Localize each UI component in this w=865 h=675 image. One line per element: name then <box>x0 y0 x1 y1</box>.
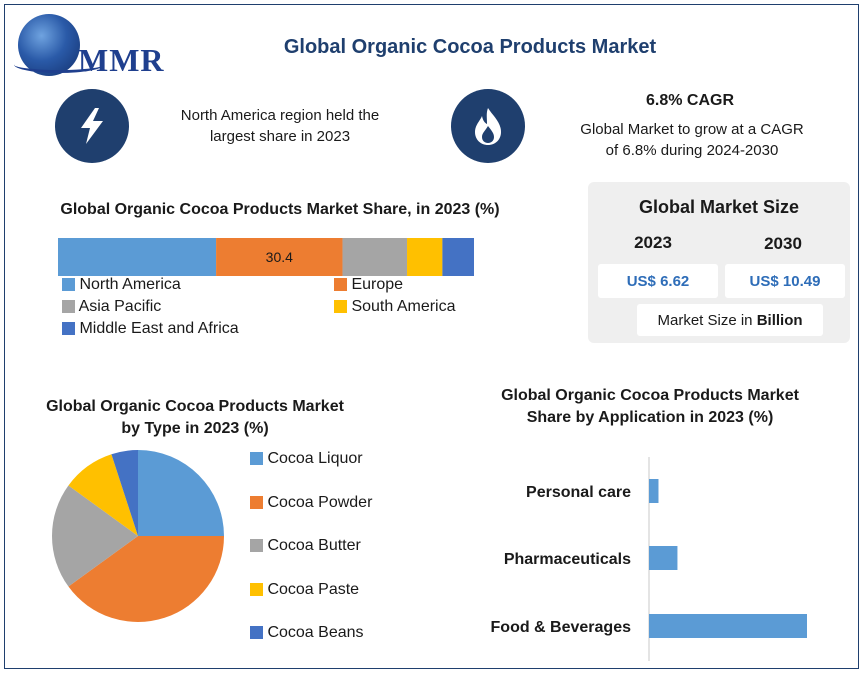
lightning-icon <box>81 108 103 144</box>
legend-label: Middle East and Africa <box>79 320 239 337</box>
legend-label: North America <box>79 276 181 293</box>
market-size-panel: Global Market Size 2023 2030 US$ 6.62 US… <box>588 182 850 343</box>
value-2023: US$ 6.62 <box>598 264 718 298</box>
legend-swatch <box>250 626 263 640</box>
legend-label: Cocoa Paste <box>263 580 360 598</box>
legend-label: Cocoa Butter <box>263 537 361 554</box>
unit-note: Market Size in Billion <box>637 304 823 336</box>
pie-legend-item: Cocoa Beans <box>250 624 364 642</box>
fact-region-badge <box>55 89 129 163</box>
legend-swatch <box>62 300 75 314</box>
application-bar-1 <box>649 546 678 570</box>
fact-cagr-badge <box>451 89 525 163</box>
fact-region-text: North America region held the largest sh… <box>180 107 380 145</box>
legend-label: Cocoa Liquor <box>263 450 363 467</box>
legend-swatch <box>334 278 347 292</box>
year-2030-label: 2030 <box>764 234 802 253</box>
stack-segment-0 <box>58 238 217 276</box>
year-2023-label: 2023 <box>634 233 672 252</box>
legend-label: Cocoa Powder <box>263 493 373 511</box>
pie-slice-0 <box>138 450 224 536</box>
type-pie-chart <box>52 450 225 622</box>
pie-legend-item: Cocoa Powder <box>250 494 372 512</box>
unit-prefix: Market Size in <box>657 311 757 329</box>
stack-data-label: 30.4 <box>266 249 293 265</box>
application-bar-0 <box>649 479 659 503</box>
legend-swatch <box>250 582 263 596</box>
pie-slice-1 <box>68 536 225 622</box>
region-legend: North America Europe Asia Pacific South … <box>62 276 482 346</box>
legend-swatch <box>62 278 75 292</box>
legend-north-america: North America <box>62 276 181 294</box>
legend-label: South America <box>351 298 456 315</box>
region-chart-title: Global Organic Cocoa Products Market Sha… <box>60 201 500 218</box>
stack-segment-2 <box>342 238 408 276</box>
unit-bold: Billion <box>756 311 803 329</box>
pie-legend-item: Cocoa Butter <box>250 537 361 555</box>
brand-logo-text: MMR <box>78 42 165 78</box>
pie-legend-item: Cocoa Liquor <box>250 450 363 468</box>
legend-swatch <box>250 495 263 509</box>
legend-label: Asia Pacific <box>78 298 162 315</box>
type-chart-title: Global Organic Cocoa Products Market by … <box>46 398 344 437</box>
page-title: Global Organic Cocoa Products Market <box>283 36 657 58</box>
flame-icon <box>475 108 501 145</box>
value-2030: US$ 10.49 <box>725 264 845 298</box>
application-category-label: Personal care <box>526 484 631 501</box>
pie-slice-4 <box>111 450 138 536</box>
application-chart-title: Global Organic Cocoa Products Market Sha… <box>501 387 799 426</box>
cagr-title: 6.8% CAGR <box>645 92 735 109</box>
legend-swatch <box>250 452 263 466</box>
pie-slice-3 <box>68 454 138 536</box>
market-size-title: Global Market Size <box>638 197 800 217</box>
legend-europe: Europe <box>334 276 403 294</box>
pie-slice-2 <box>52 485 138 587</box>
legend-south-america: South America <box>334 298 456 316</box>
stack-segment-1 <box>216 238 343 276</box>
legend-label: Cocoa Beans <box>263 624 364 641</box>
legend-swatch <box>334 300 347 314</box>
region-stacked-bar-chart: 30.4 <box>58 238 474 276</box>
stack-segment-3 <box>407 238 443 276</box>
legend-swatch <box>250 539 263 553</box>
legend-asia-pacific: Asia Pacific <box>62 298 161 316</box>
stack-segment-4 <box>442 238 474 276</box>
infographic-frame <box>4 4 859 669</box>
cagr-text: Global Market to grow at a CAGR of 6.8% … <box>580 121 804 159</box>
type-legend: Cocoa Liquor Cocoa Powder Cocoa Butter C… <box>250 450 400 650</box>
pie-legend-item: Cocoa Paste <box>250 581 359 599</box>
legend-swatch <box>62 322 75 336</box>
application-bar-chart: Personal care Pharmaceuticals Food & Bever… <box>491 457 807 661</box>
legend-middle-east-africa: Middle East and Africa <box>62 320 239 338</box>
application-category-label: Food & Beverages <box>491 619 632 636</box>
application-bar-2 <box>649 614 807 638</box>
logo-swoosh <box>14 56 104 73</box>
application-category-label: Pharmaceuticals <box>504 551 631 568</box>
legend-label: Europe <box>351 276 404 293</box>
